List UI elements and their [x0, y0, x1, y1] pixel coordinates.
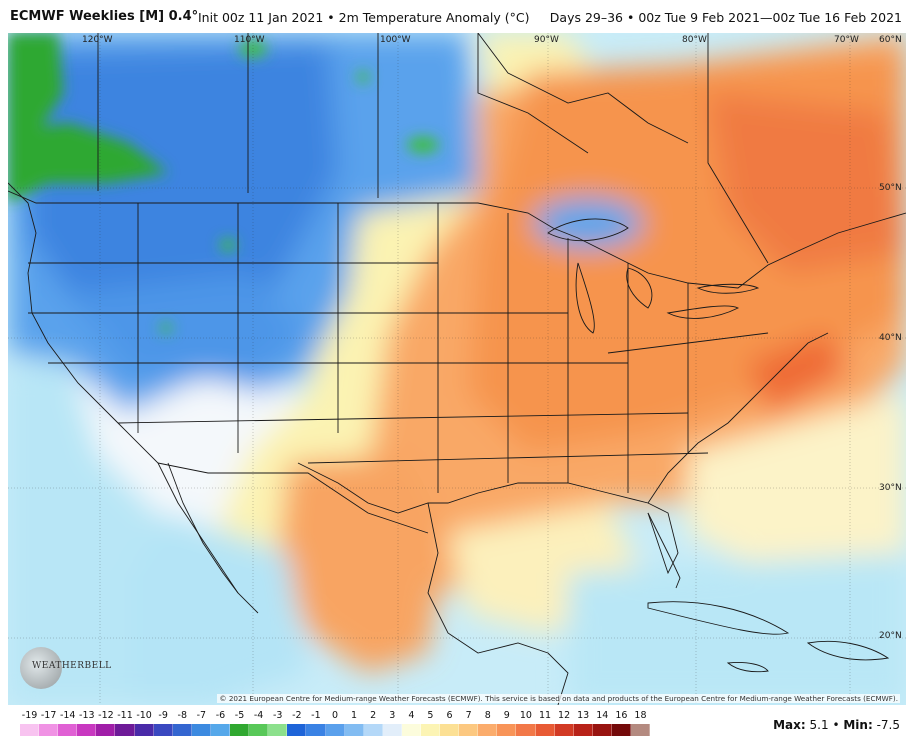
colorbar-label: -3 — [272, 710, 283, 721]
lon-label-110w: 110°W — [234, 35, 265, 45]
colorbar-label: -5 — [234, 710, 245, 721]
colorbar-label: -13 — [79, 710, 95, 721]
colorbar-swatch — [611, 724, 631, 736]
colorbar-swatch — [77, 724, 97, 736]
colorbar-swatch — [287, 724, 307, 736]
colorbar-swatch — [20, 724, 40, 736]
colorbar-label: 14 — [596, 710, 609, 721]
colorbar-swatch — [115, 724, 135, 736]
lat-label-30n: 30°N — [879, 483, 902, 493]
colorbar-label: -6 — [215, 710, 226, 721]
colorbar-swatch — [58, 724, 78, 736]
colorbar-labels: -19 -17 -14 -13 -12 -11 -10 -9 -8 -7 -6 -5 -4 -3 -2 -1 0… — [20, 710, 650, 722]
colorbar-swatch — [210, 724, 231, 736]
colorbar-label: 18 — [634, 710, 647, 721]
political-boundaries — [8, 33, 906, 705]
colorbar-label: 7 — [465, 710, 472, 721]
min-label: Min: — [843, 718, 873, 732]
colorbar-swatch — [306, 724, 326, 736]
colorbar-swatch — [631, 724, 651, 736]
colorbar-swatch — [153, 724, 173, 736]
header: ECMWF Weeklies [M] 0.4° Init 00z 11 Jan … — [0, 0, 914, 32]
colorbar-swatch — [191, 724, 211, 736]
colorbar-swatch — [172, 724, 192, 736]
lon-label-80w: 80°W — [682, 35, 707, 45]
init-info: Init 00z 11 Jan 2021 • 2m Temperature An… — [198, 10, 530, 25]
lon-label-100w: 100°W — [380, 35, 411, 45]
colorbar-label: -9 — [158, 710, 168, 721]
colorbar-label: 11 — [538, 710, 552, 721]
colorbar-swatch — [497, 724, 517, 736]
weatherbell-logo: WEATHERBELL — [18, 645, 111, 695]
colorbar-label: -11 — [117, 710, 133, 721]
lat-label-20n: 20°N — [879, 631, 902, 641]
colorbar-label: 12 — [558, 710, 571, 721]
green-anomaly-patches — [8, 33, 439, 333]
lat-label-40n: 40°N — [879, 333, 902, 343]
colorbar-label: -8 — [177, 710, 188, 721]
colorbar-swatch — [363, 724, 383, 736]
lon-label-90w: 90°W — [534, 35, 559, 45]
colorbar-label: 9 — [503, 710, 510, 721]
colorbar-swatch — [39, 724, 59, 736]
colorbar-label: -14 — [59, 710, 76, 721]
map-title: ECMWF Weeklies [M] 0.4° — [10, 9, 199, 24]
logo-text: WEATHERBELL — [32, 661, 112, 671]
colorbar-label: -1 — [311, 710, 321, 721]
colorbar-label: 1 — [351, 710, 358, 721]
colorbar-label: -4 — [253, 710, 264, 721]
colorbar-swatch — [268, 724, 288, 736]
colorbar-label: 3 — [389, 710, 396, 721]
colorbar-swatch — [573, 724, 593, 736]
separator: • — [832, 718, 840, 732]
colorbar-label: 10 — [519, 710, 532, 721]
colorbar-swatch — [592, 724, 612, 736]
colorbar-label: -19 — [21, 710, 38, 721]
max-value: 5.1 — [809, 718, 829, 732]
graticule — [8, 33, 906, 705]
colorbar-label: 8 — [484, 710, 491, 721]
lon-label-120w: 120°W — [82, 35, 113, 45]
anomaly-map: 120°W 110°W 100°W 90°W 80°W 70°W 60°N 50… — [8, 33, 906, 705]
colorbar-label: 5 — [427, 710, 434, 721]
colorbar-swatch — [440, 724, 460, 736]
lat-label-60n: 60°N — [879, 35, 902, 45]
colorbar-swatch — [134, 724, 154, 736]
colorbar-label: 0 — [331, 710, 339, 721]
colorbar-swatch — [96, 724, 116, 736]
colorbar-label: -2 — [292, 710, 302, 721]
logo-globe-icon — [20, 647, 62, 689]
colorbar-label: -17 — [40, 710, 57, 721]
colorbar-swatch — [230, 724, 250, 736]
colorbar-swatch — [535, 724, 555, 736]
colorbar-swatch — [249, 724, 269, 736]
lon-label-70w: 70°W — [834, 35, 859, 45]
min-value: -7.5 — [876, 718, 900, 732]
max-min-readout: Max: 5.1 • Min: -7.5 — [773, 718, 900, 732]
max-label: Max: — [773, 718, 806, 732]
valid-period: Days 29–36 • 00z Tue 9 Feb 2021—00z Tue … — [549, 10, 902, 25]
colorbar-label: 2 — [370, 710, 377, 721]
lat-label-50n: 50°N — [879, 183, 902, 193]
colorbar-swatch — [325, 724, 345, 736]
colorbar-label: 6 — [446, 710, 453, 721]
colorbar-label: -12 — [98, 710, 114, 721]
colorbar-swatch — [516, 724, 536, 736]
colorbar-label: 13 — [577, 710, 590, 721]
colorbar-swatch — [554, 724, 574, 736]
copyright-notice: © 2021 European Centre for Medium-range … — [217, 694, 900, 703]
colorbar-swatch — [459, 724, 479, 736]
colorbar-swatch — [344, 724, 364, 736]
colorbar-swatch — [382, 724, 402, 736]
colorbar-swatch — [401, 724, 421, 736]
colorbar-swatch — [420, 724, 441, 736]
colorbar-label: 4 — [408, 710, 415, 721]
colorbar-label: 16 — [615, 710, 628, 721]
colorbar-swatch — [478, 724, 498, 736]
colorbar-label: -7 — [196, 710, 207, 721]
map-canvas — [8, 33, 906, 705]
colorbar — [20, 724, 651, 738]
colorbar-label: -10 — [136, 710, 152, 721]
